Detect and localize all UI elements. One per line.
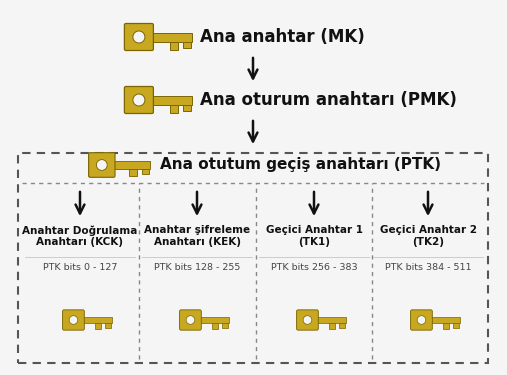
FancyBboxPatch shape <box>105 323 111 327</box>
FancyBboxPatch shape <box>222 323 228 327</box>
FancyBboxPatch shape <box>124 87 154 114</box>
FancyBboxPatch shape <box>411 310 432 330</box>
FancyBboxPatch shape <box>95 323 101 329</box>
FancyBboxPatch shape <box>112 161 150 169</box>
FancyBboxPatch shape <box>141 169 149 174</box>
Text: PTK bits 256 - 383: PTK bits 256 - 383 <box>271 262 357 272</box>
Circle shape <box>133 94 145 106</box>
Text: Anahtar şifreleme
Anahtarı (KEK): Anahtar şifreleme Anahtarı (KEK) <box>144 225 250 247</box>
Circle shape <box>417 316 426 324</box>
Text: Anahtar Doğrulama
Anahtarı (KCK): Anahtar Doğrulama Anahtarı (KCK) <box>22 225 138 247</box>
Text: PTK bits 128 - 255: PTK bits 128 - 255 <box>154 262 240 272</box>
Circle shape <box>186 316 195 324</box>
Text: Geçici Anahtar 1
(TK1): Geçici Anahtar 1 (TK1) <box>266 225 363 247</box>
FancyBboxPatch shape <box>150 96 192 105</box>
FancyBboxPatch shape <box>330 323 335 329</box>
FancyBboxPatch shape <box>169 42 177 50</box>
Text: PTK bits 384 - 511: PTK bits 384 - 511 <box>385 262 471 272</box>
FancyBboxPatch shape <box>150 33 192 42</box>
Text: Ana oturum anahtarı (PMK): Ana oturum anahtarı (PMK) <box>200 91 457 109</box>
FancyBboxPatch shape <box>62 310 84 330</box>
FancyBboxPatch shape <box>429 317 460 323</box>
FancyBboxPatch shape <box>444 323 449 329</box>
Text: Ana otutum geçiş anahtarı (PTK): Ana otutum geçiş anahtarı (PTK) <box>160 158 441 172</box>
FancyBboxPatch shape <box>453 323 459 327</box>
FancyBboxPatch shape <box>89 153 115 177</box>
FancyBboxPatch shape <box>212 323 218 329</box>
FancyBboxPatch shape <box>339 323 345 327</box>
Circle shape <box>133 31 145 43</box>
FancyBboxPatch shape <box>81 317 112 323</box>
FancyBboxPatch shape <box>315 317 346 323</box>
FancyBboxPatch shape <box>124 24 154 51</box>
FancyBboxPatch shape <box>169 105 177 112</box>
FancyBboxPatch shape <box>183 42 191 48</box>
FancyBboxPatch shape <box>198 317 229 323</box>
Text: Ana anahtar (MK): Ana anahtar (MK) <box>200 28 365 46</box>
FancyBboxPatch shape <box>179 310 201 330</box>
Circle shape <box>303 316 312 324</box>
FancyBboxPatch shape <box>129 169 136 176</box>
Circle shape <box>69 316 78 324</box>
Text: PTK bits 0 - 127: PTK bits 0 - 127 <box>43 262 117 272</box>
FancyBboxPatch shape <box>183 105 191 111</box>
Text: Geçici Anahtar 2
(TK2): Geçici Anahtar 2 (TK2) <box>380 225 477 247</box>
FancyBboxPatch shape <box>297 310 318 330</box>
Circle shape <box>96 160 107 170</box>
